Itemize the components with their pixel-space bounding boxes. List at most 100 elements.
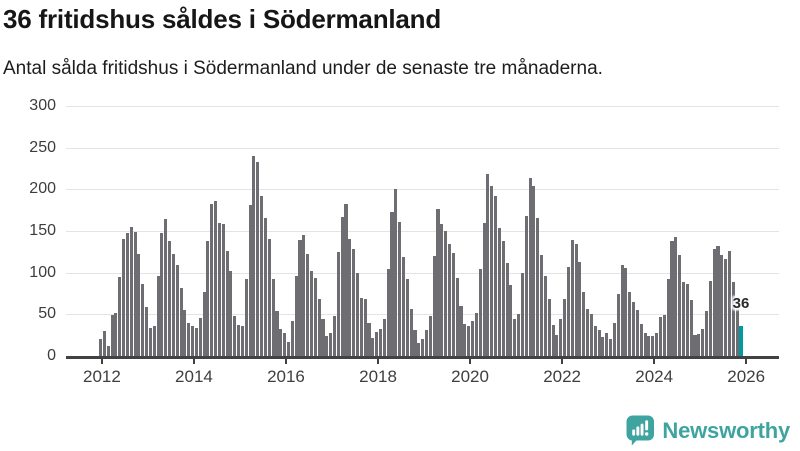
- bar: [658, 316, 662, 356]
- bar: [348, 239, 352, 356]
- bar: [424, 330, 429, 356]
- bar: [110, 315, 114, 356]
- bar: [175, 265, 179, 356]
- bar: [267, 238, 271, 356]
- bar: [237, 325, 241, 356]
- bar: [474, 312, 478, 356]
- x-axis-tick-2024: [653, 358, 656, 364]
- bar: [731, 281, 735, 356]
- bar: [693, 335, 697, 356]
- bar: [290, 321, 294, 356]
- bar: [371, 337, 375, 356]
- bar: [597, 330, 601, 356]
- bar: [386, 268, 390, 356]
- bar: [697, 333, 701, 356]
- bar: [248, 205, 252, 356]
- bar: [252, 156, 256, 356]
- bar: [674, 236, 678, 356]
- bar: [313, 277, 317, 356]
- bar: [536, 217, 540, 356]
- bar: [206, 241, 210, 356]
- x-axis-tick-label: 2016: [267, 367, 305, 386]
- bar: [505, 262, 509, 356]
- bar: [286, 341, 290, 356]
- bar: [183, 310, 187, 356]
- x-axis-tick-2018: [377, 358, 380, 364]
- bar: [643, 332, 647, 356]
- bar: [137, 253, 141, 356]
- y-axis-tick-label: 200: [29, 180, 56, 198]
- bar: [720, 255, 724, 356]
- x-axis-tick-label: 2014: [175, 367, 213, 386]
- x-axis-tick-label: 2026: [727, 367, 766, 386]
- x-axis-tick-label: 2018: [359, 367, 397, 386]
- bar: [716, 246, 720, 356]
- bar: [520, 272, 524, 356]
- bar: [336, 251, 340, 356]
- y-axis-tick-label: 100: [29, 263, 56, 281]
- bar: [194, 327, 198, 356]
- bar: [447, 243, 452, 356]
- bar: [601, 336, 605, 356]
- bar: [375, 331, 379, 356]
- bar: [156, 276, 160, 356]
- bar: [118, 276, 122, 356]
- bar: [528, 177, 532, 356]
- bar: [586, 308, 590, 356]
- gridline-y-50: [66, 314, 779, 316]
- bar: [122, 239, 126, 356]
- highlight-value-label: 36: [732, 295, 750, 312]
- bar: [436, 208, 440, 356]
- gridline-y-150: [66, 231, 779, 232]
- bar: [655, 332, 659, 356]
- bar: [145, 306, 149, 356]
- bar: [171, 253, 175, 356]
- bar: [605, 332, 609, 356]
- bar: [271, 279, 275, 356]
- bar: [367, 322, 371, 356]
- x-axis-tick-label: 2024: [635, 367, 674, 386]
- bar: [470, 321, 475, 356]
- bar: [666, 278, 670, 356]
- bar: [187, 322, 191, 356]
- gridline-y-250: [66, 147, 779, 149]
- bar: [444, 231, 448, 356]
- bar: [678, 255, 682, 356]
- bar: [398, 221, 402, 356]
- bar: [704, 311, 709, 356]
- bar: [616, 293, 620, 356]
- bar: [635, 310, 639, 356]
- bar: [279, 329, 283, 356]
- bar: [325, 336, 329, 356]
- bar: [543, 276, 547, 356]
- bar: [409, 309, 413, 356]
- bar: [563, 298, 567, 356]
- newsworthy-logo[interactable]: Newsworthy: [626, 415, 790, 446]
- bar: [701, 329, 705, 356]
- bar: [340, 216, 344, 356]
- x-axis-tick-label: 2022: [543, 367, 582, 386]
- bar: [624, 267, 628, 356]
- bar: [378, 329, 383, 356]
- bar: [432, 256, 436, 356]
- bar: [540, 255, 544, 356]
- bar: [202, 291, 206, 356]
- x-axis-tick-label: 2020: [451, 367, 489, 386]
- bar: [283, 332, 287, 356]
- bar: [306, 254, 310, 356]
- bar: [494, 196, 498, 356]
- bar: [225, 251, 229, 356]
- bar: [302, 235, 306, 356]
- newsworthy-speech-bubble-barchart-icon: [626, 415, 655, 446]
- bar: [191, 326, 195, 356]
- bar: [114, 312, 118, 356]
- bar: [164, 218, 168, 356]
- bar: [329, 332, 333, 356]
- gridline-y-300: [66, 106, 779, 107]
- bar: [394, 189, 398, 356]
- bar: [632, 301, 636, 356]
- bar: [332, 316, 337, 356]
- bar: [344, 204, 348, 356]
- bar: [106, 346, 110, 356]
